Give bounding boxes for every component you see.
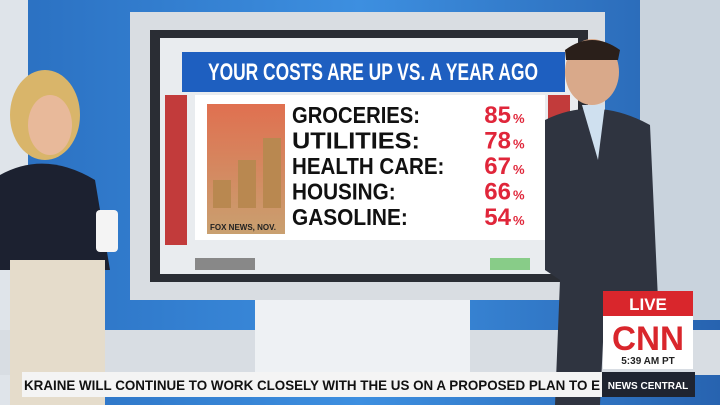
coin-stack: [213, 180, 231, 208]
ticker-bar: [22, 372, 602, 397]
item-unit: %: [513, 137, 525, 152]
screen-stand: [255, 300, 470, 375]
show-box: [602, 372, 695, 397]
color-swatches: [490, 258, 530, 270]
live-label: LIVE: [629, 295, 667, 314]
item-value: 78: [484, 128, 511, 155]
color-swatches: [195, 258, 255, 270]
screen-title: YOUR COSTS ARE UP VS. A YEAR AGO: [208, 59, 538, 86]
item-unit: %: [513, 111, 525, 126]
coin-stack: [238, 160, 256, 208]
item-label: HEALTH CARE:: [292, 153, 444, 179]
items-list: GROCERIES: 85 % UTILITIES: 78 % HEALTH CARE: 67…: [292, 102, 525, 231]
item-value: 66: [484, 179, 511, 206]
item-value: 67: [484, 153, 511, 180]
item-value: 54: [484, 204, 511, 231]
item-value: 85: [484, 102, 511, 129]
item-label: HOUSING:: [292, 179, 396, 205]
item-label: GROCERIES:: [292, 102, 420, 128]
item-label: GASOLINE:: [292, 204, 408, 230]
item-unit: %: [513, 188, 525, 203]
network-logo: CNN: [612, 320, 684, 358]
coin-stack: [263, 138, 281, 208]
item-unit: %: [513, 213, 525, 228]
show-label: NEWS CENTRAL: [608, 381, 689, 392]
time-label: 5:39 AM PT: [621, 356, 675, 367]
item-label: UTILITIES:: [292, 128, 420, 154]
ticker-text: KRAINE WILL CONTINUE TO WORK CLOSELY WIT…: [24, 377, 600, 393]
live-box: [603, 291, 693, 316]
source-label: FOX NEWS, NOV.: [210, 223, 276, 232]
title-banner: [182, 52, 565, 92]
item-unit: %: [513, 162, 525, 177]
anchor-man: [545, 39, 658, 405]
network-box: [603, 316, 693, 369]
side-strip: [165, 95, 187, 245]
